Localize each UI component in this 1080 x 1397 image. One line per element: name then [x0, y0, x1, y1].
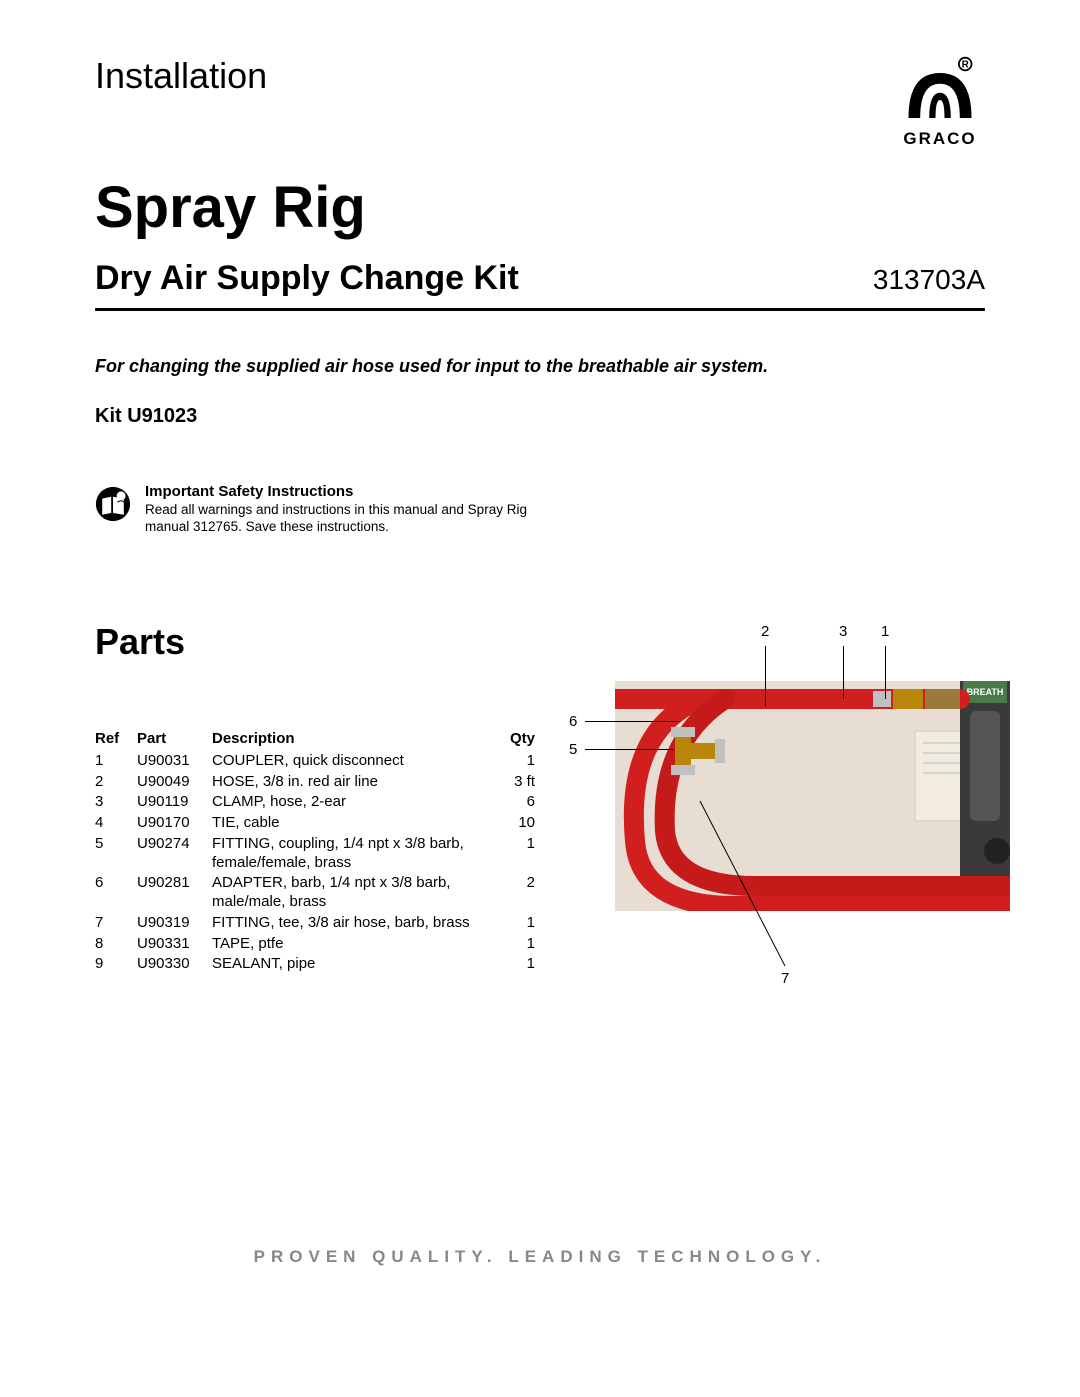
figure-callout: 6	[569, 713, 577, 730]
figure-callout: 5	[569, 741, 577, 758]
cell-part: U90319	[137, 913, 212, 934]
cell-part: U90119	[137, 792, 212, 813]
cell-part: U90274	[137, 834, 212, 874]
table-row: 2U90049HOSE, 3/8 in. red air line3 ft	[95, 772, 535, 793]
svg-text:BREATH: BREATH	[967, 687, 1004, 697]
figure-callout: 1	[881, 623, 889, 640]
table-row: 1U90031COUPLER, quick disconnect1	[95, 751, 535, 772]
cell-ref: 8	[95, 934, 137, 955]
table-row: 5U90274FITTING, coupling, 1/4 npt x 3/8 …	[95, 834, 535, 874]
cell-qty: 3 ft	[493, 772, 535, 793]
col-header-qty: Qty	[493, 728, 535, 751]
callout-leader-line	[843, 646, 844, 699]
callout-leader-line	[885, 646, 886, 699]
cell-description: TAPE, ptfe	[212, 934, 493, 955]
manual-icon	[95, 486, 131, 522]
table-row: 7U90319FITTING, tee, 3/8 air hose, barb,…	[95, 913, 535, 934]
figure-callout: 2	[761, 623, 769, 640]
cell-part: U90330	[137, 954, 212, 975]
cell-ref: 4	[95, 813, 137, 834]
cell-qty: 6	[493, 792, 535, 813]
cell-ref: 9	[95, 954, 137, 975]
table-row: 8U90331TAPE, ptfe1	[95, 934, 535, 955]
col-header-description: Description	[212, 728, 493, 751]
col-header-ref: Ref	[95, 728, 137, 751]
cell-part: U90031	[137, 751, 212, 772]
cell-description: FITTING, tee, 3/8 air hose, barb, brass	[212, 913, 493, 934]
cell-qty: 1	[493, 954, 535, 975]
callout-leader-line	[585, 749, 673, 750]
parts-photo: BREATH	[615, 681, 1010, 911]
cell-qty: 1	[493, 834, 535, 874]
cell-description: FITTING, coupling, 1/4 npt x 3/8 barb, f…	[212, 834, 493, 874]
table-row: 9U90330SEALANT, pipe1	[95, 954, 535, 975]
footer-tagline: PROVEN QUALITY. LEADING TECHNOLOGY.	[0, 1247, 1080, 1267]
cell-qty: 1	[493, 934, 535, 955]
cell-description: TIE, cable	[212, 813, 493, 834]
cell-description: HOSE, 3/8 in. red air line	[212, 772, 493, 793]
table-row: 4U90170TIE, cable10	[95, 813, 535, 834]
cell-ref: 5	[95, 834, 137, 874]
cell-part: U90281	[137, 873, 212, 913]
col-header-part: Part	[137, 728, 212, 751]
table-header-row: Ref Part Description Qty	[95, 728, 535, 751]
cell-description: CLAMP, hose, 2-ear	[212, 792, 493, 813]
kit-number: Kit U91023	[95, 405, 985, 428]
doc-type-label: Installation	[95, 55, 267, 97]
cell-qty: 1	[493, 913, 535, 934]
cell-ref: 1	[95, 751, 137, 772]
cell-part: U90170	[137, 813, 212, 834]
main-title: Spray Rig	[95, 174, 985, 241]
figure-callout: 7	[781, 970, 789, 987]
cell-ref: 7	[95, 913, 137, 934]
safety-heading: Important Safety Instructions	[145, 483, 535, 500]
svg-text:R: R	[962, 60, 969, 71]
safety-instructions-block: Important Safety Instructions Read all w…	[95, 483, 535, 536]
cell-part: U90331	[137, 934, 212, 955]
cell-part: U90049	[137, 772, 212, 793]
cell-ref: 6	[95, 873, 137, 913]
table-row: 6U90281ADAPTER, barb, 1/4 npt x 3/8 barb…	[95, 873, 535, 913]
brand-logo: R GRACO	[895, 55, 985, 149]
cell-description: SEALANT, pipe	[212, 954, 493, 975]
safety-body: Read all warnings and instructions in th…	[145, 502, 535, 536]
cell-qty: 2	[493, 873, 535, 913]
callout-leader-line	[585, 721, 680, 722]
parts-heading: Parts	[95, 621, 535, 663]
parts-table: Ref Part Description Qty 1U90031COUPLER,…	[95, 728, 535, 975]
cell-ref: 3	[95, 792, 137, 813]
table-row: 3U90119CLAMP, hose, 2-ear6	[95, 792, 535, 813]
cell-ref: 2	[95, 772, 137, 793]
figure-callout: 3	[839, 623, 847, 640]
brand-name: GRACO	[903, 129, 976, 149]
graco-logo-icon: R	[895, 55, 985, 127]
document-number: 313703A	[873, 264, 985, 296]
cell-qty: 10	[493, 813, 535, 834]
subtitle: Dry Air Supply Change Kit	[95, 259, 519, 298]
cell-description: ADAPTER, barb, 1/4 npt x 3/8 barb, male/…	[212, 873, 493, 913]
callout-leader-line	[765, 646, 766, 706]
cell-description: COUPLER, quick disconnect	[212, 751, 493, 772]
cell-qty: 1	[493, 751, 535, 772]
parts-figure: BREATH 231657	[565, 621, 985, 1021]
purpose-statement: For changing the supplied air hose used …	[95, 356, 985, 377]
